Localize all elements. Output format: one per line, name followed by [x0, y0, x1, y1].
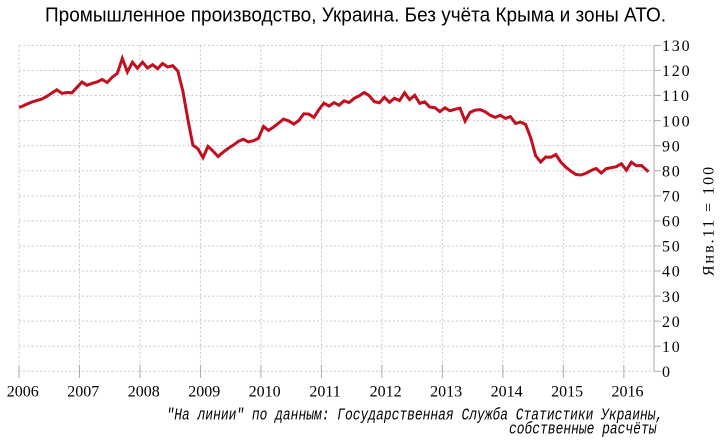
- svg-text:100: 100: [662, 113, 691, 130]
- svg-text:"На линии" по данным: Государс: "На линии" по данным: Государственная Сл…: [167, 406, 664, 425]
- svg-text:60: 60: [662, 214, 682, 231]
- svg-text:2007: 2007: [67, 383, 99, 400]
- svg-text:130: 130: [662, 38, 691, 55]
- svg-text:0: 0: [662, 364, 672, 381]
- svg-text:110: 110: [662, 88, 691, 105]
- svg-text:10: 10: [662, 339, 682, 356]
- svg-text:90: 90: [662, 138, 682, 155]
- svg-text:40: 40: [662, 264, 682, 281]
- svg-text:2016: 2016: [612, 383, 644, 400]
- svg-text:20: 20: [662, 314, 682, 331]
- svg-text:собственные расчёты: собственные расчёты: [509, 420, 656, 439]
- svg-text:120: 120: [662, 63, 691, 80]
- svg-text:2015: 2015: [551, 383, 583, 400]
- svg-text:80: 80: [662, 163, 682, 180]
- svg-text:2013: 2013: [430, 383, 462, 400]
- svg-text:Промышленное производство, Укр: Промышленное производство, Украина. Без …: [45, 4, 666, 27]
- svg-text:2008: 2008: [128, 383, 160, 400]
- svg-text:2014: 2014: [491, 383, 523, 400]
- svg-text:2009: 2009: [188, 383, 220, 400]
- svg-text:70: 70: [662, 189, 682, 206]
- svg-text:2012: 2012: [370, 383, 402, 400]
- svg-text:30: 30: [662, 289, 682, 306]
- svg-text:2006: 2006: [7, 383, 39, 400]
- svg-text:2011: 2011: [309, 383, 340, 400]
- svg-text:2010: 2010: [249, 383, 281, 400]
- svg-text:Янв.11 = 100: Янв.11 = 100: [700, 165, 717, 276]
- svg-text:50: 50: [662, 239, 682, 256]
